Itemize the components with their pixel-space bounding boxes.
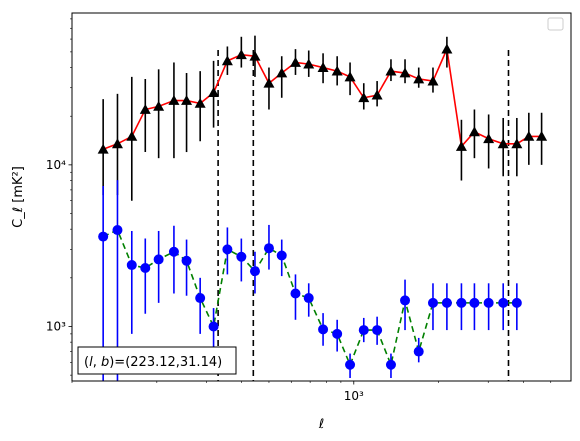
annotation-text: (l, b)=(223.12,31.14): [84, 355, 222, 370]
data-point-circle: [222, 244, 233, 255]
data-point-triangle: [536, 130, 548, 141]
data-point-triangle: [317, 62, 329, 72]
data-point-triangle: [413, 73, 425, 84]
data-point-circle: [427, 297, 438, 308]
data-point-circle: [469, 297, 480, 308]
data-point-circle: [358, 325, 369, 336]
annotation-text-part: )=(223.12,31.14): [109, 355, 222, 370]
data-point-circle: [208, 321, 219, 332]
data-point-triangle: [427, 75, 439, 86]
data-point-triangle: [221, 55, 233, 66]
data-point-triangle: [139, 104, 151, 114]
y-tick-label: 10⁴: [46, 158, 66, 172]
data-point-triangle: [455, 140, 467, 151]
data-point-triangle: [358, 92, 370, 103]
data-point-circle: [263, 243, 274, 254]
y-tick-label: 10³: [46, 319, 66, 333]
data-point-triangle: [331, 65, 343, 76]
data-point-circle: [168, 246, 179, 257]
data-point-triangle: [263, 77, 275, 88]
data-point-triangle: [483, 133, 495, 144]
data-point-circle: [140, 263, 151, 274]
legend-box: [547, 17, 564, 31]
data-point-triangle: [208, 87, 220, 97]
data-point-triangle: [194, 97, 206, 108]
data-point-circle: [511, 297, 522, 308]
data-point-triangle: [289, 56, 301, 67]
data-point-circle: [483, 297, 494, 308]
data-point-circle: [153, 254, 164, 265]
data-point-circle: [385, 359, 396, 370]
data-point-circle: [441, 297, 452, 308]
x-tick-label: 10³: [344, 389, 364, 403]
data-point-circle: [456, 297, 467, 308]
data-point-triangle: [497, 138, 509, 149]
annotation-text-part: (: [84, 355, 89, 370]
data-point-circle: [249, 266, 260, 277]
data-point-triangle: [97, 143, 109, 154]
data-point-circle: [195, 293, 206, 304]
data-point-triangle: [249, 50, 261, 61]
data-point-circle: [498, 297, 509, 308]
data-point-triangle: [468, 126, 480, 137]
data-point-circle: [413, 346, 424, 357]
plot-content: [97, 35, 548, 381]
data-point-circle: [126, 260, 137, 271]
annotation-text-part: b: [101, 355, 109, 370]
data-point-circle: [98, 231, 109, 242]
data-point-triangle: [111, 138, 123, 149]
data-point-circle: [290, 288, 301, 299]
data-point-triangle: [344, 71, 356, 82]
data-point-triangle: [511, 138, 523, 149]
data-point-triangle: [303, 58, 315, 69]
data-point-circle: [372, 325, 383, 336]
data-point-circle: [400, 295, 411, 306]
data-point-triangle: [441, 43, 453, 54]
data-point-circle: [318, 324, 329, 335]
data-point-triangle: [181, 95, 193, 105]
data-point-triangle: [153, 100, 165, 111]
y-axis-label: C_ℓ [mK²]: [11, 166, 26, 228]
data-point-circle: [332, 328, 343, 339]
legend: [547, 17, 564, 31]
data-point-triangle: [523, 130, 535, 141]
data-point-circle: [345, 359, 356, 370]
data-point-triangle: [399, 67, 411, 78]
annotation-text-part: ,: [93, 355, 101, 370]
x-axis-label: ℓ: [318, 417, 324, 432]
annotation-text-part: l: [89, 355, 93, 370]
data-point-triangle: [385, 65, 397, 76]
data-point-circle: [303, 293, 314, 304]
annotation-box: (l, b)=(223.12,31.14): [77, 346, 237, 375]
data-point-circle: [276, 250, 287, 261]
data-point-triangle: [235, 49, 247, 60]
axes: 10³ 10³ 10⁴ ℓ C_ℓ [mK²]: [11, 12, 572, 432]
data-point-circle: [236, 251, 247, 262]
data-point-circle: [112, 225, 123, 236]
data-point-triangle: [126, 130, 138, 141]
data-point-triangle: [276, 67, 288, 78]
plot-area: [97, 35, 548, 381]
annotation-frame: [77, 346, 237, 375]
data-point-circle: [181, 255, 192, 266]
data-point-triangle: [371, 89, 383, 100]
data-point-triangle: [168, 95, 180, 105]
axes-frame: [71, 12, 572, 382]
